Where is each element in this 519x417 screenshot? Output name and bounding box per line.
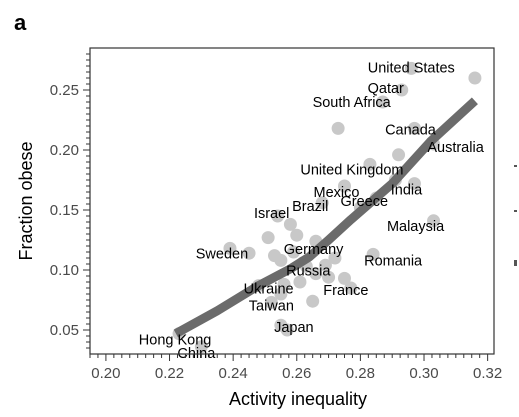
y-tick-label: 0.15: [50, 202, 79, 219]
y-tick-label: 0.05: [50, 322, 79, 339]
point-label-united-kingdom: United Kingdom: [300, 162, 403, 178]
x-axis-title: Activity inequality: [229, 389, 367, 409]
cropped-neighbor-panel-edge: [510, 150, 519, 280]
data-point-united-states: [404, 61, 418, 75]
data-point: [309, 267, 323, 281]
axes-layer: 0.20 0.22 0.24 0.26 0.28 0.30 0.32 0.05 0.10 0.15…: [16, 47, 502, 409]
data-point: [293, 275, 307, 289]
point-label-south-africa: South Africa: [313, 95, 392, 111]
point-label-israel: Israel: [254, 206, 289, 222]
trend-line: [173, 97, 478, 338]
data-point-united-kingdom: [363, 157, 377, 171]
point-label-taiwan: Taiwan: [249, 298, 294, 314]
y-tick-label: 0.25: [50, 82, 79, 99]
point-label-mexico: Mexico: [314, 185, 360, 201]
data-point: [280, 323, 294, 337]
point-label-japan: Japan: [274, 320, 314, 336]
point-label-ukraine: Ukraine: [244, 282, 294, 298]
stray-mark: [514, 260, 517, 266]
data-point-qatar: [395, 83, 409, 97]
data-point: [306, 294, 320, 308]
data-point-mexico: [337, 179, 351, 193]
point-label-india: India: [391, 183, 423, 199]
y-tick-label: 0.10: [50, 262, 79, 279]
plot-frame: [89, 47, 495, 355]
panel-letter: a: [14, 10, 27, 35]
data-point: [261, 231, 275, 245]
point-label-russia: Russia: [286, 263, 331, 279]
x-tick-label: 0.20: [91, 365, 120, 382]
x-tick-label: 0.28: [346, 365, 375, 382]
x-tick-label: 0.22: [155, 365, 184, 382]
trend-layer: [173, 97, 478, 338]
data-point-sweden: [223, 241, 237, 255]
x-tick-label: 0.26: [282, 365, 311, 382]
data-point: [318, 258, 332, 272]
stray-mark: [514, 210, 517, 212]
y-axis-title: Fraction obese: [16, 141, 36, 260]
x-tick-label: 0.24: [219, 365, 248, 382]
point-label-germany: Germany: [284, 242, 344, 258]
point-label-australia: Australia: [427, 140, 484, 156]
point-label-brazil: Brazil: [292, 199, 328, 215]
point-label-sweden: Sweden: [196, 246, 248, 262]
data-point: [242, 246, 256, 260]
point-label-greece: Greece: [341, 194, 389, 210]
data-point: [322, 270, 336, 284]
data-point: [392, 148, 406, 162]
data-point: [290, 228, 304, 242]
data-point: [468, 71, 482, 85]
data-point-malaysia: [427, 214, 441, 228]
data-point-romania: [366, 247, 380, 261]
y-tick-label: 0.20: [50, 142, 79, 159]
data-point-china: [194, 340, 208, 354]
data-point-canada: [407, 121, 421, 135]
x-tick-label: 0.30: [409, 365, 438, 382]
point-label-canada: Canada: [385, 122, 437, 138]
data-point: [283, 217, 297, 231]
x-tick-label: 0.32: [473, 365, 502, 382]
stray-mark: [514, 165, 517, 167]
point-label-qatar: Qatar: [368, 81, 404, 97]
data-point: [337, 271, 351, 285]
data-point-south-africa: [376, 95, 390, 109]
data-point-france: [344, 281, 358, 295]
data-point-israel: [271, 209, 285, 223]
data-point-brazil: [315, 196, 329, 210]
point-label-romania: Romania: [364, 253, 423, 269]
cropped-neighbor-marks: [514, 165, 517, 266]
point-label-hong-kong: Hong Kong: [139, 333, 212, 349]
data-point: [274, 287, 288, 301]
point-label-malaysia: Malaysia: [387, 219, 445, 235]
data-point-germany: [287, 245, 301, 259]
point-label-france: France: [323, 283, 368, 299]
data-point: [328, 251, 342, 265]
data-point-india: [407, 177, 421, 191]
data-point-taiwan: [264, 295, 278, 309]
point-label-united-states: United States: [368, 60, 455, 76]
data-point: [331, 121, 345, 135]
data-point: [274, 253, 288, 267]
